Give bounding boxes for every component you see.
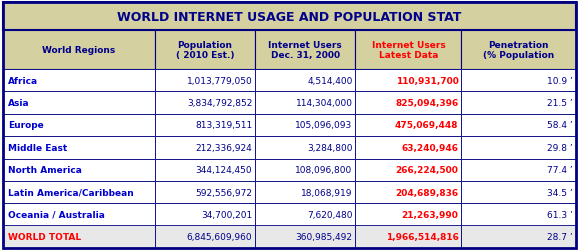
Bar bbox=[3, 203, 155, 226]
Bar bbox=[3, 181, 155, 203]
Bar bbox=[356, 114, 461, 137]
Text: Oceania / Australia: Oceania / Australia bbox=[8, 210, 104, 219]
Bar bbox=[461, 92, 576, 114]
Bar bbox=[461, 137, 576, 159]
Text: Middle East: Middle East bbox=[8, 143, 67, 152]
Text: 344,124,450: 344,124,450 bbox=[196, 166, 252, 175]
Bar bbox=[255, 92, 356, 114]
Bar bbox=[3, 70, 155, 92]
Bar bbox=[356, 203, 461, 226]
Bar bbox=[3, 31, 155, 70]
Text: 34.5 ’: 34.5 ’ bbox=[548, 188, 573, 197]
Bar bbox=[356, 137, 461, 159]
Bar bbox=[461, 159, 576, 181]
Bar bbox=[3, 225, 155, 248]
Text: Europe: Europe bbox=[8, 121, 43, 130]
Bar bbox=[356, 31, 461, 70]
Bar bbox=[461, 70, 576, 92]
Text: 7,620,480: 7,620,480 bbox=[307, 210, 353, 219]
Text: 18,068,919: 18,068,919 bbox=[301, 188, 353, 197]
Bar bbox=[3, 137, 155, 159]
Text: 4,514,400: 4,514,400 bbox=[307, 76, 353, 85]
Bar bbox=[3, 159, 155, 181]
Text: 475,069,448: 475,069,448 bbox=[395, 121, 459, 130]
Bar bbox=[255, 31, 356, 70]
Bar bbox=[155, 225, 255, 248]
Text: Asia: Asia bbox=[8, 99, 30, 108]
Text: WORLD INTERNET USAGE AND POPULATION STAT: WORLD INTERNET USAGE AND POPULATION STAT bbox=[118, 11, 461, 24]
Text: 110,931,700: 110,931,700 bbox=[395, 76, 459, 85]
Bar bbox=[155, 181, 255, 203]
Text: 114,304,000: 114,304,000 bbox=[295, 99, 353, 108]
Text: 360,985,492: 360,985,492 bbox=[295, 232, 353, 241]
Bar bbox=[155, 92, 255, 114]
Bar bbox=[3, 114, 155, 137]
Bar bbox=[461, 181, 576, 203]
Bar bbox=[255, 70, 356, 92]
Bar bbox=[255, 159, 356, 181]
Text: 29.8 ’: 29.8 ’ bbox=[548, 143, 573, 152]
Bar bbox=[3, 3, 576, 31]
Text: North America: North America bbox=[8, 166, 82, 175]
Text: 6,845,609,960: 6,845,609,960 bbox=[186, 232, 252, 241]
Text: 204,689,836: 204,689,836 bbox=[395, 188, 459, 197]
Bar bbox=[356, 181, 461, 203]
Text: 825,094,396: 825,094,396 bbox=[395, 99, 459, 108]
Bar bbox=[356, 92, 461, 114]
Text: Penetration
(% Population: Penetration (% Population bbox=[483, 41, 554, 60]
Text: World Regions: World Regions bbox=[42, 46, 116, 55]
Text: 77.4 ’: 77.4 ’ bbox=[548, 166, 573, 175]
Text: 1,966,514,816: 1,966,514,816 bbox=[386, 232, 459, 241]
Bar bbox=[255, 225, 356, 248]
Bar bbox=[356, 70, 461, 92]
Text: Population
( 2010 Est.): Population ( 2010 Est.) bbox=[176, 41, 234, 60]
Text: 1,013,779,050: 1,013,779,050 bbox=[186, 76, 252, 85]
Bar bbox=[255, 114, 356, 137]
Bar bbox=[255, 181, 356, 203]
Bar bbox=[356, 225, 461, 248]
Bar bbox=[461, 225, 576, 248]
Text: 21,263,990: 21,263,990 bbox=[402, 210, 459, 219]
Bar bbox=[3, 92, 155, 114]
Bar bbox=[461, 31, 576, 70]
Text: 21.5 ’: 21.5 ’ bbox=[548, 99, 573, 108]
Text: 3,284,800: 3,284,800 bbox=[307, 143, 353, 152]
Bar bbox=[461, 114, 576, 137]
Text: Latin America/Caribbean: Latin America/Caribbean bbox=[8, 188, 133, 197]
Text: 592,556,972: 592,556,972 bbox=[195, 188, 252, 197]
Text: 3,834,792,852: 3,834,792,852 bbox=[187, 99, 252, 108]
Text: 212,336,924: 212,336,924 bbox=[196, 143, 252, 152]
Bar bbox=[255, 203, 356, 226]
Bar bbox=[155, 31, 255, 70]
Bar bbox=[255, 137, 356, 159]
Text: 61.3 ’: 61.3 ’ bbox=[547, 210, 573, 219]
Text: 266,224,500: 266,224,500 bbox=[395, 166, 459, 175]
Text: 34,700,201: 34,700,201 bbox=[201, 210, 252, 219]
Text: 58.4 ’: 58.4 ’ bbox=[548, 121, 573, 130]
Text: Africa: Africa bbox=[8, 76, 38, 85]
Bar bbox=[155, 114, 255, 137]
Text: Internet Users
Dec. 31, 2000: Internet Users Dec. 31, 2000 bbox=[269, 41, 342, 60]
Text: 10.9 ’: 10.9 ’ bbox=[547, 76, 573, 85]
Text: 28.7 ’: 28.7 ’ bbox=[548, 232, 573, 241]
Text: 108,096,800: 108,096,800 bbox=[295, 166, 353, 175]
Bar bbox=[461, 203, 576, 226]
Text: Internet Users
Latest Data: Internet Users Latest Data bbox=[372, 41, 445, 60]
Bar bbox=[356, 159, 461, 181]
Text: WORLD TOTAL: WORLD TOTAL bbox=[8, 232, 80, 241]
Bar bbox=[155, 70, 255, 92]
Bar bbox=[155, 159, 255, 181]
Text: 105,096,093: 105,096,093 bbox=[295, 121, 353, 130]
Text: 813,319,511: 813,319,511 bbox=[195, 121, 252, 130]
Bar bbox=[155, 137, 255, 159]
Text: 63,240,946: 63,240,946 bbox=[401, 143, 459, 152]
Bar bbox=[155, 203, 255, 226]
